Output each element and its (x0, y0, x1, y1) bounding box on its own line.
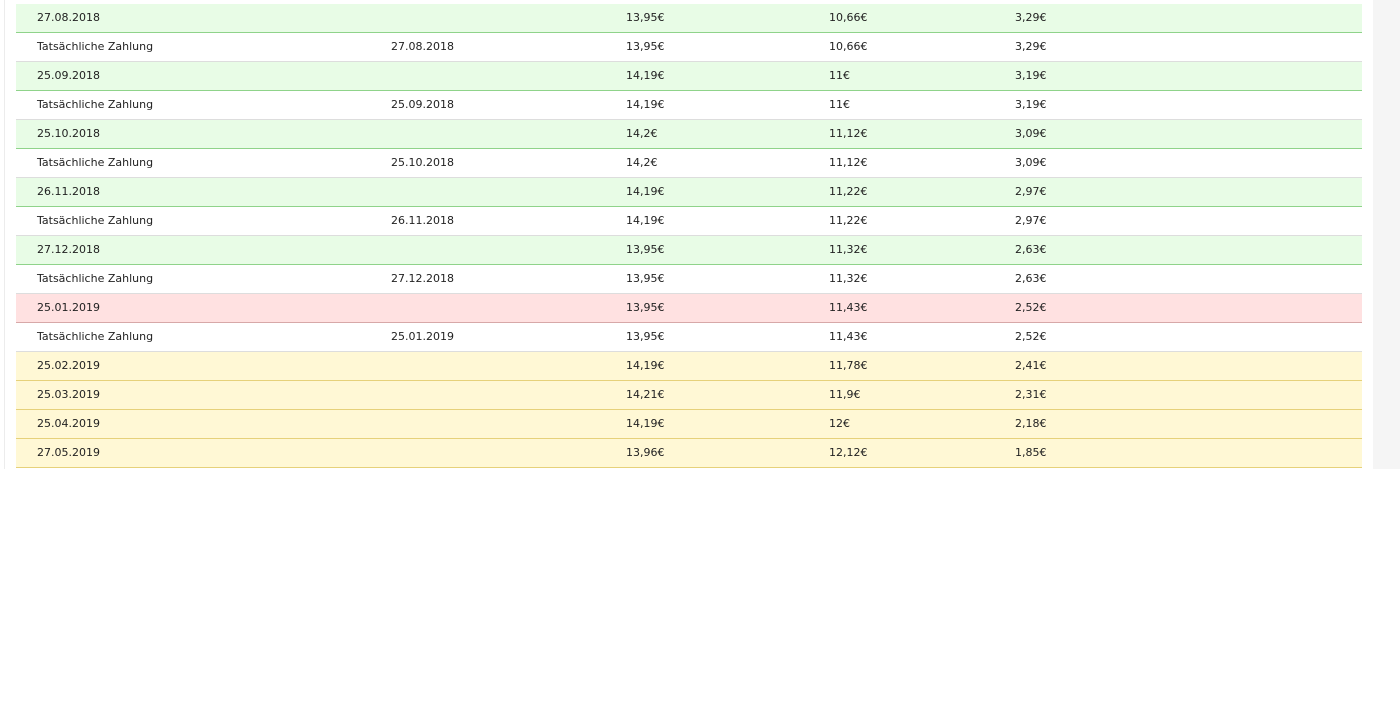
interest-cell: 2,63€ (1015, 272, 1047, 285)
scheduled-payment-row: 25.03.2019 14,21€ 11,9€ 2,31€ (16, 381, 1362, 410)
date-or-type-cell: Tatsächliche Zahlung (37, 98, 154, 111)
interest-cell: 2,31€ (1015, 388, 1047, 401)
amount-cell: 14,19€ (626, 185, 665, 198)
amount-cell: 13,95€ (626, 243, 665, 256)
amount-cell: 14,19€ (626, 214, 665, 227)
date-or-type-cell: Tatsächliche Zahlung (37, 156, 154, 169)
interest-cell: 2,52€ (1015, 301, 1047, 314)
amount-cell: 14,2€ (626, 156, 658, 169)
amount-cell: 14,19€ (626, 98, 665, 111)
interest-cell: 3,19€ (1015, 69, 1047, 82)
scheduled-payment-row: 27.05.2019 13,96€ 12,12€ 1,85€ (16, 439, 1362, 468)
interest-cell: 2,97€ (1015, 185, 1047, 198)
date-or-type-cell: Tatsächliche Zahlung (37, 214, 154, 227)
amount-cell: 13,96€ (626, 446, 665, 459)
date-or-type-cell: Tatsächliche Zahlung (37, 272, 154, 285)
principal-cell: 10,66€ (829, 40, 868, 53)
interest-cell: 2,18€ (1015, 417, 1047, 430)
principal-cell: 11,43€ (829, 301, 868, 314)
principal-cell: 11,12€ (829, 156, 868, 169)
principal-cell: 11,22€ (829, 185, 868, 198)
actual-payment-row: Tatsächliche Zahlung 25.10.2018 14,2€ 11,12… (16, 149, 1362, 178)
payment-date-cell: 27.08.2018 (391, 40, 454, 53)
amount-cell: 14,19€ (626, 359, 665, 372)
actual-payment-row: Tatsächliche Zahlung 27.08.2018 13,95€ 10,6… (16, 33, 1362, 62)
amount-cell: 13,95€ (626, 330, 665, 343)
amount-cell: 13,95€ (626, 301, 665, 314)
principal-cell: 12,12€ (829, 446, 868, 459)
principal-cell: 10,66€ (829, 11, 868, 24)
payment-schedule-panel: 27.08.2018 13,95€ 10,66€ 3,29€ Tatsächliche … (4, 0, 1375, 469)
principal-cell: 11,32€ (829, 272, 868, 285)
amount-cell: 14,19€ (626, 69, 665, 82)
payment-date-cell: 25.09.2018 (391, 98, 454, 111)
interest-cell: 3,09€ (1015, 127, 1047, 140)
principal-cell: 11,32€ (829, 243, 868, 256)
scheduled-payment-row: 25.10.2018 14,2€ 11,12€ 3,09€ (16, 120, 1362, 149)
amount-cell: 14,21€ (626, 388, 665, 401)
principal-cell: 11€ (829, 69, 850, 82)
scheduled-payment-row: 25.02.2019 14,19€ 11,78€ 2,41€ (16, 352, 1362, 381)
scheduled-payment-row: 25.04.2019 14,19€ 12€ 2,18€ (16, 410, 1362, 439)
interest-cell: 2,97€ (1015, 214, 1047, 227)
payment-schedule-table: 27.08.2018 13,95€ 10,66€ 3,29€ Tatsächliche … (16, 4, 1362, 468)
payment-date-cell: 25.10.2018 (391, 156, 454, 169)
principal-cell: 11,9€ (829, 388, 861, 401)
interest-cell: 2,52€ (1015, 330, 1047, 343)
date-or-type-cell: 26.11.2018 (37, 185, 100, 198)
interest-cell: 3,29€ (1015, 11, 1047, 24)
date-or-type-cell: 25.01.2019 (37, 301, 100, 314)
date-or-type-cell: 25.09.2018 (37, 69, 100, 82)
scheduled-payment-row: 26.11.2018 14,19€ 11,22€ 2,97€ (16, 178, 1362, 207)
amount-cell: 13,95€ (626, 40, 665, 53)
amount-cell: 14,2€ (626, 127, 658, 140)
payment-date-cell: 26.11.2018 (391, 214, 454, 227)
actual-payment-row: Tatsächliche Zahlung 27.12.2018 13,95€ 11,3… (16, 265, 1362, 294)
scheduled-payment-row: 25.09.2018 14,19€ 11€ 3,19€ (16, 62, 1362, 91)
payment-date-cell: 25.01.2019 (391, 330, 454, 343)
scheduled-payment-row: 27.08.2018 13,95€ 10,66€ 3,29€ (16, 4, 1362, 33)
interest-cell: 2,41€ (1015, 359, 1047, 372)
interest-cell: 3,29€ (1015, 40, 1047, 53)
date-or-type-cell: 25.10.2018 (37, 127, 100, 140)
interest-cell: 1,85€ (1015, 446, 1047, 459)
actual-payment-row: Tatsächliche Zahlung 26.11.2018 14,19€ 11,2… (16, 207, 1362, 236)
date-or-type-cell: 25.02.2019 (37, 359, 100, 372)
date-or-type-cell: 25.04.2019 (37, 417, 100, 430)
scrollbar-track[interactable] (1373, 0, 1400, 469)
amount-cell: 13,95€ (626, 272, 665, 285)
amount-cell: 14,19€ (626, 417, 665, 430)
principal-cell: 11,22€ (829, 214, 868, 227)
actual-payment-row: Tatsächliche Zahlung 25.01.2019 13,95€ 11,4… (16, 323, 1362, 352)
interest-cell: 3,09€ (1015, 156, 1047, 169)
scheduled-payment-row: 25.01.2019 13,95€ 11,43€ 2,52€ (16, 294, 1362, 323)
principal-cell: 11,78€ (829, 359, 868, 372)
interest-cell: 3,19€ (1015, 98, 1047, 111)
scheduled-payment-row: 27.12.2018 13,95€ 11,32€ 2,63€ (16, 236, 1362, 265)
date-or-type-cell: 25.03.2019 (37, 388, 100, 401)
interest-cell: 2,63€ (1015, 243, 1047, 256)
date-or-type-cell: 27.05.2019 (37, 446, 100, 459)
principal-cell: 12€ (829, 417, 850, 430)
amount-cell: 13,95€ (626, 11, 665, 24)
date-or-type-cell: Tatsächliche Zahlung (37, 40, 154, 53)
date-or-type-cell: 27.08.2018 (37, 11, 100, 24)
actual-payment-row: Tatsächliche Zahlung 25.09.2018 14,19€ 11€ 3… (16, 91, 1362, 120)
date-or-type-cell: 27.12.2018 (37, 243, 100, 256)
principal-cell: 11€ (829, 98, 850, 111)
principal-cell: 11,43€ (829, 330, 868, 343)
date-or-type-cell: Tatsächliche Zahlung (37, 330, 154, 343)
payment-date-cell: 27.12.2018 (391, 272, 454, 285)
principal-cell: 11,12€ (829, 127, 868, 140)
